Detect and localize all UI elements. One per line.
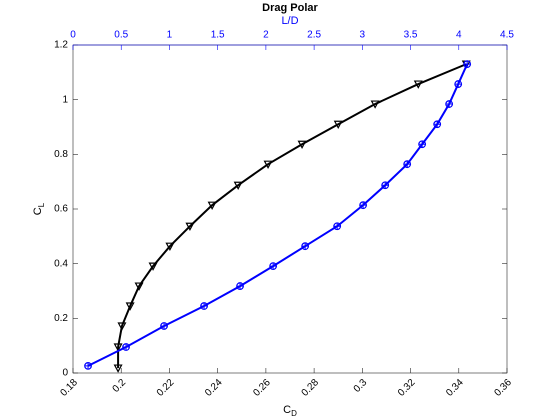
x2-tick-label: 1.5 (211, 30, 225, 41)
y-axis-label: CL (32, 202, 46, 215)
marker (113, 364, 123, 373)
marker-plus (333, 222, 341, 230)
marker-plus (269, 262, 277, 270)
marker (233, 181, 243, 190)
marker-plus (445, 100, 453, 108)
x2-tick-label: 3 (360, 30, 366, 41)
marker-plus (160, 322, 168, 330)
marker (165, 242, 175, 251)
marker-plus (359, 201, 367, 209)
marker (125, 302, 135, 311)
marker (117, 322, 127, 331)
marker-plus (122, 343, 130, 351)
marker-plus (200, 302, 208, 310)
y-tick-label: 0.6 (54, 204, 68, 215)
y-tick-label: 0 (62, 368, 68, 379)
x2-tick-label: 4.5 (500, 30, 514, 41)
marker (333, 120, 343, 130)
x-axis-label-main: C (283, 404, 291, 416)
marker-plus (454, 80, 462, 88)
plot-area (72, 44, 508, 374)
series-line (87, 63, 469, 367)
x2-tick-label: 0 (70, 30, 76, 41)
marker (134, 282, 144, 291)
marker-plus (381, 181, 389, 189)
x2-tick-label: 2 (263, 30, 269, 41)
x2-tick-label: 4 (456, 30, 462, 41)
x2-tick-label: 0.5 (114, 30, 128, 41)
marker-plus (84, 362, 92, 370)
marker (148, 262, 158, 271)
marker (297, 140, 307, 149)
x2-axis-label: L/D (281, 15, 298, 27)
marker (263, 160, 273, 169)
marker-plus (301, 242, 309, 250)
marker (370, 100, 380, 109)
x2-tick-label: 2.5 (307, 30, 321, 41)
series-line (117, 63, 467, 369)
y-tick-label: 0.4 (54, 258, 68, 269)
y-tick-label: 0.2 (54, 313, 68, 324)
x2-tick-label: 1 (167, 30, 173, 41)
y-axis-label-main: C (32, 207, 44, 215)
marker-plus (236, 282, 244, 290)
marker-plus (403, 160, 411, 168)
chart-title: Drag Polar (262, 2, 318, 14)
marker-plus (433, 120, 441, 128)
marker (113, 343, 123, 352)
y-axis-label-sub: L (37, 202, 46, 207)
marker-plus (463, 60, 471, 68)
y-tick-label: 1 (62, 94, 68, 105)
x-axis-label-sub: D (291, 409, 297, 418)
marker (207, 201, 217, 210)
x-axis-label: CD (283, 404, 297, 418)
x2-tick-label: 3.5 (404, 30, 418, 41)
marker (185, 222, 195, 231)
marker-plus (418, 140, 426, 148)
y-tick-label: 1.2 (54, 40, 68, 51)
y-tick-label: 0.8 (54, 149, 68, 160)
marker (413, 80, 423, 89)
